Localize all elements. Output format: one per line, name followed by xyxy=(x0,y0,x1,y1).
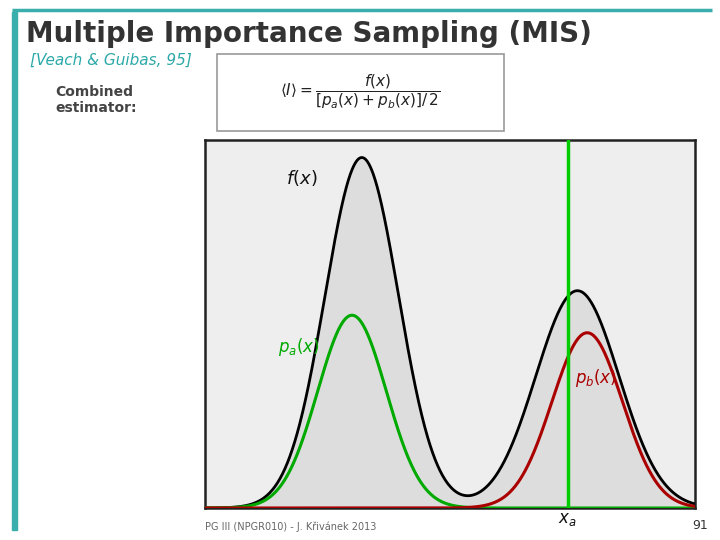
Text: $\langle I \rangle = \dfrac{f(x)}{[p_a(x)+p_b(x)]/\,2}$: $\langle I \rangle = \dfrac{f(x)}{[p_a(x… xyxy=(280,72,441,111)
Text: $p_b(x)$: $p_b(x)$ xyxy=(575,367,617,389)
Text: Multiple Importance Sampling (MIS): Multiple Importance Sampling (MIS) xyxy=(26,20,592,48)
FancyBboxPatch shape xyxy=(217,54,504,131)
Text: PG III (NPGR010) - J. Křivánek 2013: PG III (NPGR010) - J. Křivánek 2013 xyxy=(205,522,377,532)
Text: $p_a(x)$: $p_a(x)$ xyxy=(279,336,320,358)
Bar xyxy=(12,12,17,530)
Text: Combined
estimator:: Combined estimator: xyxy=(55,85,137,115)
Text: [Veach & Guibas, 95]: [Veach & Guibas, 95] xyxy=(30,53,192,68)
Text: 91: 91 xyxy=(692,519,708,532)
Text: $f(x)$: $f(x)$ xyxy=(286,168,318,188)
Text: $x_a$: $x_a$ xyxy=(558,511,577,528)
